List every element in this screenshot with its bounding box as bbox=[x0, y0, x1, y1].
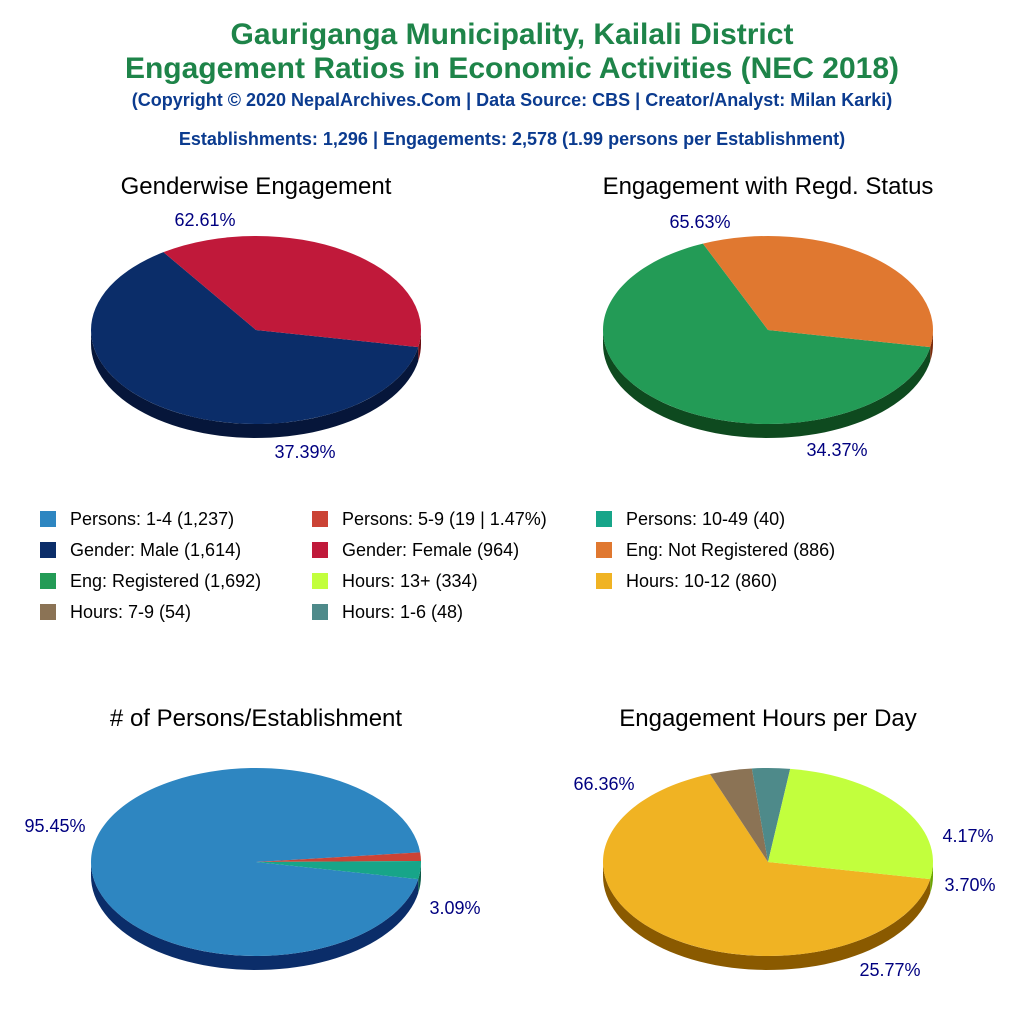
legend: Persons: 1-4 (1,237) Persons: 5-9 (19 | 1… bbox=[40, 509, 835, 622]
pie-slice-side bbox=[418, 862, 421, 894]
pie-slice bbox=[768, 768, 934, 880]
legend-label: Eng: Not Registered (886) bbox=[626, 540, 835, 560]
pie-slice bbox=[163, 236, 422, 348]
legend-label: Hours: 1-6 (48) bbox=[342, 602, 463, 622]
legend-label: Persons: 1-4 (1,237) bbox=[70, 509, 234, 529]
pie-slice bbox=[256, 852, 421, 862]
legend-label: Hours: 7-9 (54) bbox=[70, 602, 191, 622]
legend-swatch bbox=[596, 542, 612, 558]
pie-registration-status: Engagement with Regd. Status 65.63% 34.37… bbox=[603, 173, 934, 460]
legend-label: Gender: Female (964) bbox=[342, 540, 519, 560]
summary-line: Establishments: 1,296 | Engagements: 2,5… bbox=[179, 129, 845, 149]
pie-slice-side bbox=[418, 330, 421, 362]
pie-engagement-hours: Engagement Hours per Day 66.36% 4.17% 3.70… bbox=[573, 705, 995, 980]
pie-slice-side bbox=[930, 330, 933, 362]
pie-slice-label: 4.17% bbox=[942, 826, 993, 846]
pie-slice-label: 25.77% bbox=[859, 960, 920, 980]
legend-swatch bbox=[40, 511, 56, 527]
legend-label: Persons: 5-9 (19 | 1.47%) bbox=[342, 509, 547, 529]
legend-swatch bbox=[312, 573, 328, 589]
chart-title-line1: Gauriganga Municipality, Kailali Distric… bbox=[231, 18, 794, 51]
legend-swatch bbox=[312, 542, 328, 558]
legend-label: Eng: Registered (1,692) bbox=[70, 571, 261, 591]
pie-slice bbox=[702, 236, 934, 348]
pie-genderwise-engagement: Genderwise Engagement 62.61% 37.39% bbox=[91, 173, 422, 462]
pie-slice-label: 3.70% bbox=[944, 875, 995, 895]
legend-swatch bbox=[40, 604, 56, 620]
pie-slice-label: 3.09% bbox=[429, 898, 480, 918]
pie-slice bbox=[91, 768, 421, 957]
pie-slice bbox=[751, 767, 791, 862]
pie-slice-side bbox=[930, 862, 933, 894]
legend-swatch bbox=[596, 573, 612, 589]
legend-label: Hours: 10-12 (860) bbox=[626, 571, 777, 591]
copyright-line: (Copyright © 2020 NepalArchives.Com | Da… bbox=[132, 90, 893, 110]
legend-swatch bbox=[312, 604, 328, 620]
legend-label: Persons: 10-49 (40) bbox=[626, 509, 785, 529]
legend-swatch bbox=[596, 511, 612, 527]
legend-swatch bbox=[40, 542, 56, 558]
legend-label: Gender: Male (1,614) bbox=[70, 540, 241, 560]
pie-slice bbox=[709, 768, 768, 862]
pie-slice-label: 65.63% bbox=[669, 212, 730, 232]
pie-slice-label: 62.61% bbox=[174, 210, 235, 230]
pie-slice-label: 95.45% bbox=[24, 816, 85, 836]
pie-slice-label: 66.36% bbox=[573, 774, 634, 794]
chart-title-line2: Engagement Ratios in Economic Activities… bbox=[125, 52, 899, 85]
pie-slice-label: 37.39% bbox=[274, 442, 335, 462]
pie-slice bbox=[603, 243, 931, 425]
legend-label: Hours: 13+ (334) bbox=[342, 571, 478, 591]
pie-title: Engagement with Regd. Status bbox=[603, 173, 934, 200]
pie-slice bbox=[603, 774, 931, 957]
legend-swatch bbox=[312, 511, 328, 527]
pie-slice bbox=[256, 861, 421, 880]
pie-title: # of Persons/Establishment bbox=[110, 705, 402, 732]
pie-persons-per-establishment: # of Persons/Establishment 95.45% 3.09% bbox=[24, 705, 481, 970]
pie-slice-label: 34.37% bbox=[806, 440, 867, 460]
pie-slice bbox=[91, 252, 419, 425]
pie-title: Engagement Hours per Day bbox=[619, 705, 917, 732]
legend-swatch bbox=[40, 573, 56, 589]
pie-title: Genderwise Engagement bbox=[121, 173, 392, 200]
